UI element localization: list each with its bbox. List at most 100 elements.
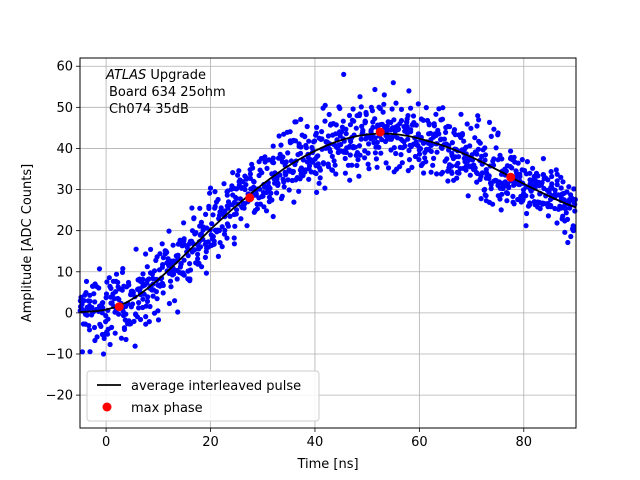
scatter-point: [372, 86, 378, 93]
y-tick-label: −20: [46, 389, 73, 404]
scatter-point: [107, 341, 113, 348]
scatter-point: [391, 117, 397, 123]
scatter-point: [297, 150, 304, 156]
x-axis-label: Time [ns]: [296, 457, 358, 472]
scatter-point: [372, 150, 378, 156]
scatter-point: [319, 136, 325, 142]
scatter-point: [302, 169, 308, 175]
max-phase-markers: [114, 127, 516, 312]
y-axis-label: Amplitude [ADC Counts]: [20, 164, 35, 322]
scatter-point: [515, 160, 521, 166]
y-tick-label: 40: [56, 142, 73, 157]
scatter-point: [113, 289, 119, 295]
scatter-point: [416, 156, 422, 163]
scatter-point: [488, 133, 494, 139]
x-tick-label: 40: [307, 435, 324, 450]
scatter-point: [440, 169, 446, 175]
scatter-point: [321, 161, 327, 167]
scatter-point: [195, 251, 201, 257]
scatter-point: [219, 224, 225, 230]
scatter-point: [372, 135, 378, 141]
scatter-point: [195, 256, 201, 262]
scatter-point: [104, 331, 111, 337]
scatter-point: [100, 351, 107, 357]
scatter-point: [365, 150, 371, 156]
scatter-point: [548, 202, 554, 209]
scatter-point: [406, 157, 413, 163]
scatter-point: [428, 142, 434, 148]
scatter-point: [271, 160, 277, 166]
scatter-point: [197, 205, 203, 211]
scatter-point: [405, 136, 411, 142]
y-tick-label: 50: [56, 101, 73, 116]
scatter-point: [91, 291, 97, 297]
scatter-point: [109, 324, 115, 330]
scatter-point: [376, 144, 382, 150]
scatter-point: [316, 180, 322, 186]
scatter-point: [277, 172, 283, 178]
scatter-point: [482, 145, 488, 151]
scatter-point: [391, 145, 397, 151]
scatter-point: [445, 168, 451, 174]
scatter-point: [490, 201, 496, 207]
scatter-point: [314, 189, 320, 195]
scatter-point: [315, 161, 321, 167]
scatter-point: [97, 321, 103, 327]
scatter-point: [326, 111, 332, 118]
max-phase-marker: [506, 172, 516, 182]
scatter-point: [262, 159, 268, 165]
scatter-point: [365, 161, 371, 167]
scatter-point: [565, 239, 571, 246]
scatter-point: [451, 127, 458, 133]
annotation-line-1: ATLAS Upgrade: [105, 68, 206, 83]
scatter-point: [312, 170, 318, 176]
scatter-point: [511, 154, 517, 160]
scatter-point: [422, 155, 428, 161]
scatter-point: [280, 154, 286, 160]
scatter-point: [298, 171, 304, 177]
scatter-point: [212, 189, 218, 195]
scatter-point: [83, 290, 89, 296]
scatter-point: [346, 112, 353, 119]
scatter-point: [415, 101, 421, 107]
scatter-point: [413, 122, 419, 128]
scatter-point: [464, 121, 470, 127]
scatter-point: [399, 160, 405, 166]
scatter-point: [250, 165, 256, 171]
scatter-point: [309, 144, 315, 151]
scatter-point: [91, 324, 98, 331]
scatter-point: [243, 182, 249, 188]
scatter-point: [377, 105, 383, 112]
scatter-point: [398, 118, 405, 124]
scatter-point: [354, 162, 360, 169]
scatter-point: [554, 220, 560, 226]
scatter-point: [253, 191, 259, 197]
scatter-point: [298, 116, 304, 122]
scatter-point: [471, 162, 477, 168]
average-pulse-line: [79, 132, 577, 313]
scatter-point: [296, 188, 302, 194]
scatter-point: [153, 289, 159, 295]
scatter-point: [393, 150, 399, 157]
scatter-point: [143, 303, 149, 309]
scatter-point: [410, 113, 417, 119]
scatter-point: [434, 149, 440, 155]
scatter-point: [322, 118, 328, 124]
scatter-point: [467, 143, 473, 149]
scatter-point: [224, 235, 230, 241]
scatter-point: [293, 119, 299, 125]
scatter-point: [486, 175, 492, 181]
scatter-point: [413, 141, 419, 147]
scatter-point: [160, 290, 166, 296]
scatter-point: [397, 164, 403, 170]
scatter-point: [431, 121, 437, 127]
scatter-point: [463, 167, 469, 173]
scatter-point: [219, 244, 225, 250]
scatter-point: [136, 300, 142, 306]
scatter-point: [257, 201, 263, 207]
scatter-point: [279, 193, 285, 199]
scatter-point: [349, 162, 355, 168]
scatter-point: [360, 127, 366, 133]
scatter-point: [383, 160, 389, 166]
scatter-point: [133, 246, 139, 252]
